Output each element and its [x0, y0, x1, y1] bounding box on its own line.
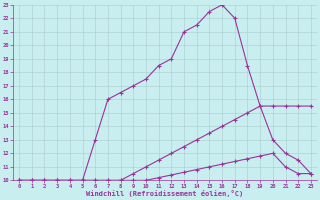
X-axis label: Windchill (Refroidissement éolien,°C): Windchill (Refroidissement éolien,°C) — [86, 190, 244, 197]
